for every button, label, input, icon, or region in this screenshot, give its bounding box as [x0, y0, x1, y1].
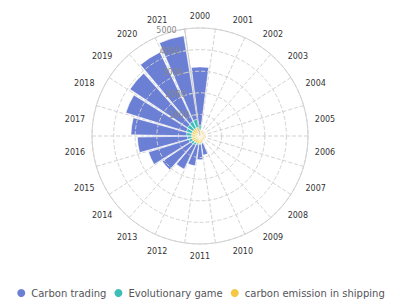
svg-text:2001: 2001: [233, 16, 253, 25]
svg-text:2012: 2012: [147, 247, 167, 256]
svg-text:5000: 5000: [156, 26, 176, 35]
svg-text:2017: 2017: [65, 115, 85, 124]
svg-text:2010: 2010: [233, 247, 253, 256]
svg-text:2014: 2014: [92, 211, 112, 220]
svg-text:2008: 2008: [288, 211, 308, 220]
svg-text:2002: 2002: [263, 30, 283, 39]
svg-text:2009: 2009: [263, 233, 283, 242]
svg-text:2020: 2020: [117, 30, 137, 39]
svg-text:2011: 2011: [190, 252, 210, 261]
svg-text:Evolutionary game: Evolutionary game: [128, 288, 222, 299]
svg-text:2021: 2021: [147, 16, 167, 25]
svg-text:3000: 3000: [163, 68, 183, 77]
svg-text:2016: 2016: [65, 148, 85, 157]
svg-text:2003: 2003: [288, 52, 308, 61]
svg-text:2005: 2005: [315, 115, 335, 124]
svg-text:2000: 2000: [190, 12, 210, 21]
svg-text:2004: 2004: [306, 79, 326, 88]
svg-text:2007: 2007: [306, 184, 326, 193]
svg-text:1000: 1000: [169, 111, 189, 120]
svg-text:2006: 2006: [315, 148, 335, 157]
svg-text:2013: 2013: [117, 233, 137, 242]
svg-text:2015: 2015: [74, 184, 94, 193]
svg-text:2019: 2019: [92, 52, 112, 61]
svg-text:2000: 2000: [166, 90, 186, 99]
svg-text:2018: 2018: [74, 79, 94, 88]
svg-text:carbon emission in shipping: carbon emission in shipping: [245, 288, 385, 299]
svg-text:4000: 4000: [159, 47, 179, 56]
svg-text:Carbon trading: Carbon trading: [31, 288, 106, 299]
